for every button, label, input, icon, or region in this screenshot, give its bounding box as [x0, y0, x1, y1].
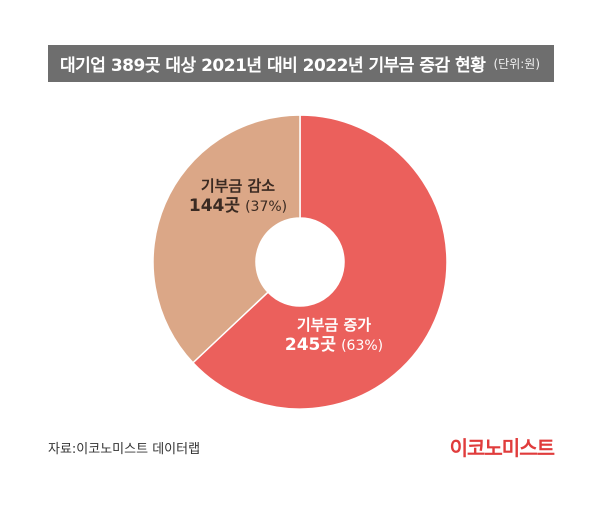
brand-logo: 이코노미스트: [449, 436, 555, 460]
slice-name-decrease: 기부금 감소: [200, 177, 276, 195]
slice-label-increase: 기부금 증가 245곳 (63%): [264, 316, 404, 356]
slice-percent-increase: (63%): [341, 337, 384, 354]
slice-name-increase: 기부금 증가: [296, 316, 372, 334]
source-note: 자료:이코노미스트 데이터랩: [48, 442, 201, 457]
pie-slice-0: [191, 114, 448, 410]
chart-title-bar: 대기업 389곳 대상 2021년 대비 2022년 기부금 증감 현황 (단위…: [48, 45, 554, 82]
unit-label: (단위:원): [493, 57, 540, 71]
slice-count-decrease: 144곳: [188, 195, 240, 216]
slice-count-increase: 245곳: [284, 334, 336, 355]
pie-slice-1: [152, 114, 301, 364]
slice-label-decrease: 기부금 감소 144곳 (37%): [168, 177, 308, 217]
chart-title: 대기업 389곳 대상 2021년 대비 2022년 기부금 증감 현황: [60, 56, 486, 76]
slice-percent-decrease: (37%): [245, 198, 288, 215]
